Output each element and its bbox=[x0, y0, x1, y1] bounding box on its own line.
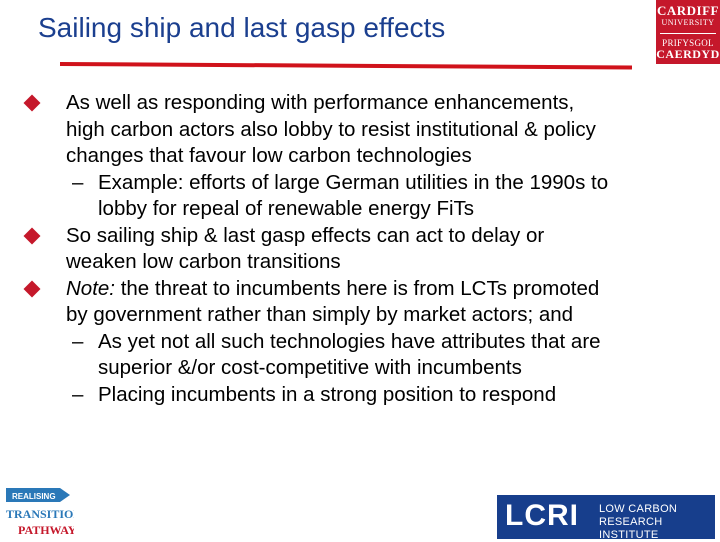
sub-bullet-item: – Example: efforts of large German utili… bbox=[18, 170, 708, 223]
cardiff-logo-line4: CAERDYD bbox=[656, 47, 720, 61]
bullet-item: So sailing ship & last gasp effects can … bbox=[18, 223, 708, 276]
slide-title: Sailing ship and last gasp effects bbox=[38, 12, 446, 43]
bullet-line: by government rather than simply by mark… bbox=[66, 303, 574, 326]
sub-bullet-line: As yet not all such technologies have at… bbox=[98, 329, 601, 353]
bullet-item: As well as responding with performance e… bbox=[18, 90, 708, 170]
bullet-line: weaken low carbon transitions bbox=[66, 250, 341, 273]
sub-bullet-line: Placing incumbents in a strong position … bbox=[98, 382, 557, 406]
bullet-line: high carbon actors also lobby to resist … bbox=[66, 117, 596, 141]
lcri-logo: LCRI LOW CARBON RESEARCH INSTITUTE bbox=[497, 495, 715, 542]
diamond-bullet-icon bbox=[23, 280, 41, 297]
sub-bullet-item: – As yet not all such technologies have … bbox=[18, 329, 708, 382]
dash-bullet: – bbox=[72, 329, 84, 353]
bullet-line: changes that favour low carbon technolog… bbox=[66, 144, 472, 167]
dash-bullet: – bbox=[72, 382, 84, 406]
lcri-logo-subtitle: LOW CARBON RESEARCH INSTITUTE bbox=[599, 503, 715, 542]
bullet-line: As well as responding with performance e… bbox=[66, 91, 575, 114]
note-italic-lead: Note: bbox=[66, 276, 115, 300]
diamond-bullet-icon bbox=[23, 94, 41, 112]
bullet-line: So sailing ship & last gasp effects can … bbox=[66, 223, 545, 247]
cardiff-logo-line1: CARDIFF bbox=[657, 3, 719, 18]
bullet-line: Note: the threat to incumbents here is f… bbox=[66, 276, 708, 303]
cardiff-logo-line2: UNIVERSITY bbox=[661, 18, 715, 27]
transition-pathways-logo: REALISING TRANSITION PATHWAYS bbox=[6, 488, 74, 537]
sub-bullet-item: – Placing incumbents in a strong positio… bbox=[18, 382, 708, 409]
sub-bullet-line: lobby for repeal of renewable energy FiT… bbox=[98, 197, 475, 220]
cardiff-logo-line3: PRIFYSGOL bbox=[662, 38, 714, 48]
sub-bullet-line: Example: efforts of large German utiliti… bbox=[98, 170, 609, 194]
lcri-logo-acronym: LCRI bbox=[505, 499, 579, 532]
cardiff-university-logo: CARDIFF UNIVERSITY PRIFYSGOL CAERDYD bbox=[656, 0, 720, 64]
logo-realising-text: REALISING bbox=[12, 492, 56, 501]
cardiff-logo-separator bbox=[660, 33, 716, 34]
bullet-line-text: the threat to incumbents here is from LC… bbox=[115, 276, 600, 300]
slide-body: As well as responding with performance e… bbox=[18, 90, 708, 408]
logo-pathways-text: PATHWAYS bbox=[18, 523, 74, 537]
dash-bullet: – bbox=[72, 170, 84, 194]
logo-transition-text: TRANSITION bbox=[6, 507, 74, 521]
diamond-bullet-icon bbox=[23, 227, 41, 244]
logo-arrow-shape bbox=[6, 488, 70, 502]
lcri-logo-line2: RESEARCH INSTITUTE bbox=[599, 516, 663, 541]
bullet-item: Note: the threat to incumbents here is f… bbox=[18, 276, 708, 329]
title-divider bbox=[59, 62, 633, 70]
lcri-logo-line1: LOW CARBON bbox=[599, 503, 678, 515]
sub-bullet-line: superior &/or cost-competitive with incu… bbox=[98, 356, 522, 379]
